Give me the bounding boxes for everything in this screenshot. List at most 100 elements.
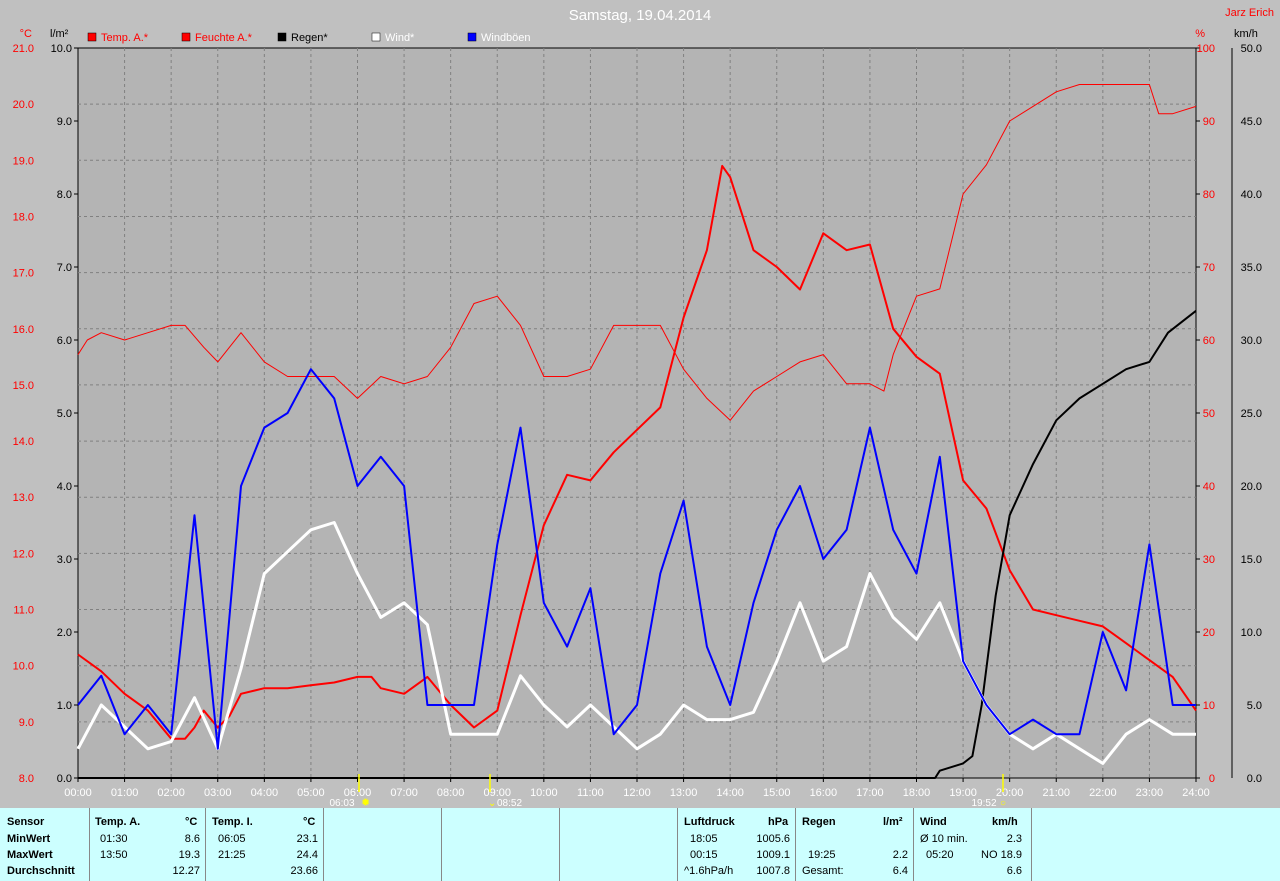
- author-label: Jarz Erich: [1225, 7, 1274, 19]
- rain-unit: l/m²: [883, 816, 903, 828]
- moon-marker: ⌄ 08:52: [488, 774, 522, 808]
- rain-tick-label: 6.0: [57, 335, 72, 347]
- pressure-min-time: 18:05: [690, 833, 718, 845]
- legend-swatch: [181, 32, 191, 42]
- pressure-header: Luftdruck: [684, 816, 735, 828]
- temp-tick-label: 15.0: [13, 380, 34, 392]
- temp-a-header: Temp. A.: [95, 816, 141, 828]
- legend-label: Temp. A.*: [101, 32, 149, 44]
- x-tick-label: 12:00: [623, 787, 651, 799]
- series-line-2: [78, 310, 1197, 779]
- pressure-unit: hPa: [768, 816, 789, 828]
- chart-title: Samstag, 19.04.2014: [569, 7, 712, 24]
- series-line-1: [77, 84, 1197, 421]
- x-tick-label: 00:00: [64, 787, 92, 799]
- legend-label: Regen*: [291, 32, 328, 44]
- wind-tick-label: 35.0: [1241, 262, 1262, 274]
- wind-max-value: NO 18.9: [981, 849, 1022, 861]
- wind-avg10-label: Ø 10 min.: [920, 833, 968, 845]
- rain-tick-label: 10.0: [51, 43, 72, 55]
- temp-tick-label: 18.0: [13, 211, 34, 223]
- rain-tick-label: 5.0: [57, 408, 72, 420]
- x-tick-label: 21:00: [1042, 787, 1070, 799]
- x-tick-label: 24:00: [1182, 787, 1210, 799]
- hum-tick-label: 30: [1203, 554, 1215, 566]
- humidity-axis-unit: %: [1195, 28, 1205, 40]
- rain-total-value: 6.4: [892, 865, 908, 877]
- pressure-min-value: 1005.6: [756, 833, 790, 845]
- x-tick-label: 04:00: [251, 787, 279, 799]
- hum-tick-label: 10: [1203, 700, 1215, 712]
- hum-tick-label: 80: [1203, 189, 1215, 201]
- x-tick-label: 19:00: [949, 787, 977, 799]
- x-tick-label: 11:00: [577, 787, 604, 799]
- rain-axis-unit: l/m²: [50, 28, 69, 40]
- temp-tick-label: 9.0: [19, 717, 34, 729]
- sunset-marker: 19:52 ○: [971, 774, 1006, 808]
- pressure-max-value: 1009.1: [756, 849, 790, 861]
- x-tick-label: 07:00: [390, 787, 418, 799]
- hum-tick-label: 0: [1209, 773, 1215, 785]
- hum-tick-label: 40: [1203, 481, 1215, 493]
- temp-i-min-time: 06:05: [218, 833, 246, 845]
- temp-i-avg-value: 23.66: [290, 865, 318, 877]
- sunset-icon: ○: [1000, 798, 1006, 808]
- temp-a-unit: °C: [185, 816, 198, 828]
- legend-swatch: [371, 32, 381, 42]
- statistics-panel: [0, 808, 1280, 881]
- temp-tick-label: 21.0: [13, 43, 34, 55]
- sun-icon: ✹: [361, 797, 370, 808]
- series-line-4: [77, 368, 1196, 750]
- rain-total-label: Gesamt:: [802, 865, 844, 877]
- x-tick-label: 22:00: [1089, 787, 1117, 799]
- temp-i-max-value: 24.4: [296, 849, 318, 861]
- wind-tick-label: 5.0: [1247, 700, 1262, 712]
- weather-chart: 21.0 20.0 19.0 18.0 17.0 16.0 15.0 14.0 13.0 12.0…: [12, 7, 1274, 808]
- wind-avg10-value: 2.3: [1006, 833, 1022, 845]
- rain-tick-label: 4.0: [57, 481, 72, 493]
- temp-a-avg-value: 12.27: [172, 865, 200, 877]
- x-tick-label: 03:00: [204, 787, 232, 799]
- sunset-time: 19:52: [971, 798, 996, 808]
- temp-i-max-time: 21:25: [218, 849, 246, 861]
- wind-tick-label: 0.0: [1247, 773, 1262, 785]
- wind-max-time: 05:20: [926, 849, 954, 861]
- row-label-max: MaxWert: [7, 849, 53, 861]
- hum-tick-label: 60: [1203, 335, 1215, 347]
- legend-label: Wind*: [385, 32, 415, 44]
- wind-tick-label: 15.0: [1241, 554, 1262, 566]
- wind-tick-label: 45.0: [1241, 116, 1262, 128]
- temp-tick-label: 10.0: [13, 661, 34, 673]
- wind-avg-value: 6.6: [1006, 865, 1022, 877]
- legend-swatch: [467, 32, 477, 42]
- rain-tick-label: 0.0: [57, 773, 72, 785]
- legend: Temp. A.* Feuchte A.* Regen* Wind* Windböen: [87, 32, 531, 44]
- rain-header: Regen: [802, 816, 836, 828]
- rain-tick-label: 7.0: [57, 262, 72, 274]
- sunrise-marker: 06:03 ✹: [329, 774, 370, 808]
- hum-tick-label: 90: [1203, 116, 1215, 128]
- moon-time: 08:52: [497, 798, 522, 808]
- legend-label: Windböen: [481, 32, 531, 44]
- x-tick-label: 13:00: [670, 787, 698, 799]
- pressure-avg-value: 1007.8: [756, 865, 790, 877]
- axes-group: 21.0 20.0 19.0 18.0 17.0 16.0 15.0 14.0 13.0 12.0…: [13, 43, 1262, 799]
- rain-tick-label: 2.0: [57, 627, 72, 639]
- x-tick-label: 05:00: [297, 787, 325, 799]
- grid: [78, 48, 1196, 778]
- rain-tick-label: 3.0: [57, 554, 72, 566]
- temp-tick-label: 8.0: [19, 773, 34, 785]
- temp-a-min-time: 01:30: [100, 833, 128, 845]
- hum-tick-label: 70: [1203, 262, 1215, 274]
- legend-swatch: [87, 32, 97, 42]
- legend-label: Feuchte A.*: [195, 32, 253, 44]
- rain-tick-label: 1.0: [57, 700, 72, 712]
- temp-a-max-time: 13:50: [100, 849, 128, 861]
- wind-unit: km/h: [992, 816, 1018, 828]
- temp-tick-label: 16.0: [13, 324, 34, 336]
- wind-tick-label: 10.0: [1241, 627, 1262, 639]
- row-label-avg: Durchschnitt: [7, 865, 75, 877]
- temp-i-min-value: 23.1: [296, 833, 318, 845]
- pressure-trend: ^1.6hPa/h: [684, 865, 734, 877]
- rain-max-time: 19:25: [808, 849, 836, 861]
